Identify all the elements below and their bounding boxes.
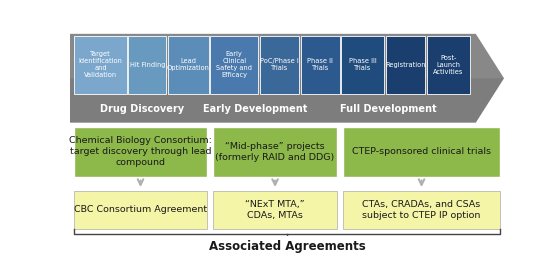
Text: Drug Discovery: Drug Discovery	[100, 104, 184, 114]
Text: Lead
Optimization: Lead Optimization	[167, 59, 210, 72]
FancyBboxPatch shape	[211, 36, 258, 94]
Text: CTEP-sponsored clinical trials: CTEP-sponsored clinical trials	[352, 147, 491, 156]
FancyBboxPatch shape	[128, 36, 166, 94]
FancyBboxPatch shape	[213, 191, 337, 229]
FancyBboxPatch shape	[427, 36, 470, 94]
FancyBboxPatch shape	[342, 36, 384, 94]
FancyBboxPatch shape	[74, 127, 207, 177]
FancyBboxPatch shape	[386, 36, 425, 94]
Text: CTAs, CRADAs, and CSAs
subject to CTEP IP option: CTAs, CRADAs, and CSAs subject to CTEP I…	[362, 200, 480, 220]
Text: Registration: Registration	[385, 62, 426, 68]
FancyBboxPatch shape	[74, 36, 127, 94]
Text: CBC Consortium Agreement: CBC Consortium Agreement	[74, 205, 207, 214]
Text: Early Development: Early Development	[203, 104, 307, 114]
FancyBboxPatch shape	[260, 36, 299, 94]
Text: “NExT MTA,”
CDAs, MTAs: “NExT MTA,” CDAs, MTAs	[245, 200, 305, 220]
FancyBboxPatch shape	[74, 191, 207, 229]
Text: PoC/Phase I
Trials: PoC/Phase I Trials	[260, 59, 298, 72]
Text: Phase II
Trials: Phase II Trials	[307, 59, 333, 72]
Text: Associated Agreements: Associated Agreements	[209, 240, 365, 253]
Text: Post-
Launch
Activities: Post- Launch Activities	[433, 55, 464, 75]
FancyBboxPatch shape	[168, 36, 209, 94]
FancyBboxPatch shape	[343, 191, 500, 229]
Text: Hit Finding: Hit Finding	[130, 62, 165, 68]
FancyBboxPatch shape	[213, 127, 337, 177]
Polygon shape	[70, 34, 504, 123]
Polygon shape	[70, 78, 504, 123]
Text: “Mid-phase” projects
(formerly RAID and DDG): “Mid-phase” projects (formerly RAID and …	[216, 142, 335, 162]
Text: Early
Clinical
Safety and
Efficacy: Early Clinical Safety and Efficacy	[216, 51, 252, 78]
Text: Chemical Biology Consortium:
target discovery through lead
compound: Chemical Biology Consortium: target disc…	[69, 136, 212, 167]
Text: Target
Identification
and
Validation: Target Identification and Validation	[78, 51, 123, 78]
Text: Phase III
Trials: Phase III Trials	[349, 59, 377, 72]
FancyBboxPatch shape	[343, 127, 500, 177]
FancyBboxPatch shape	[301, 36, 340, 94]
Text: Full Development: Full Development	[340, 104, 436, 114]
